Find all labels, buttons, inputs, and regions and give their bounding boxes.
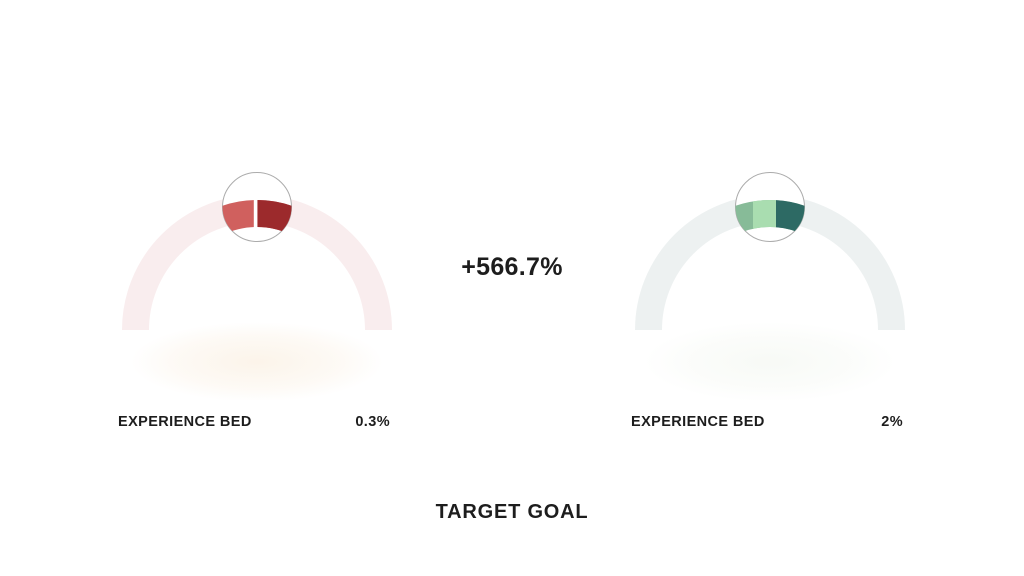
gauge-inner-glow (644, 322, 896, 400)
gauge-current-legend: EXPERIENCE BED 0.3% (118, 412, 390, 432)
target-goal-caption: TARGET GOAL (435, 501, 589, 523)
gauge-target: EXPERIENCE BED 2% (620, 160, 920, 470)
gauge-label: EXPERIENCE BED (118, 414, 252, 430)
gauge-label: EXPERIENCE BED (631, 414, 765, 430)
gauge-target-legend: EXPERIENCE BED 2% (631, 412, 903, 432)
gauge-inner-glow (131, 322, 383, 400)
magnifier-segment-light-green (753, 200, 776, 238)
gauge-value: 2% (881, 414, 903, 430)
gauge-value: 0.3% (355, 414, 390, 430)
gauge-current-chart (122, 172, 392, 400)
segment-gap (253, 190, 258, 234)
gauge-current: EXPERIENCE BED 0.3% (107, 160, 407, 470)
gauge-target-chart (635, 172, 905, 400)
delta-percentage: +566.7% (461, 253, 563, 281)
